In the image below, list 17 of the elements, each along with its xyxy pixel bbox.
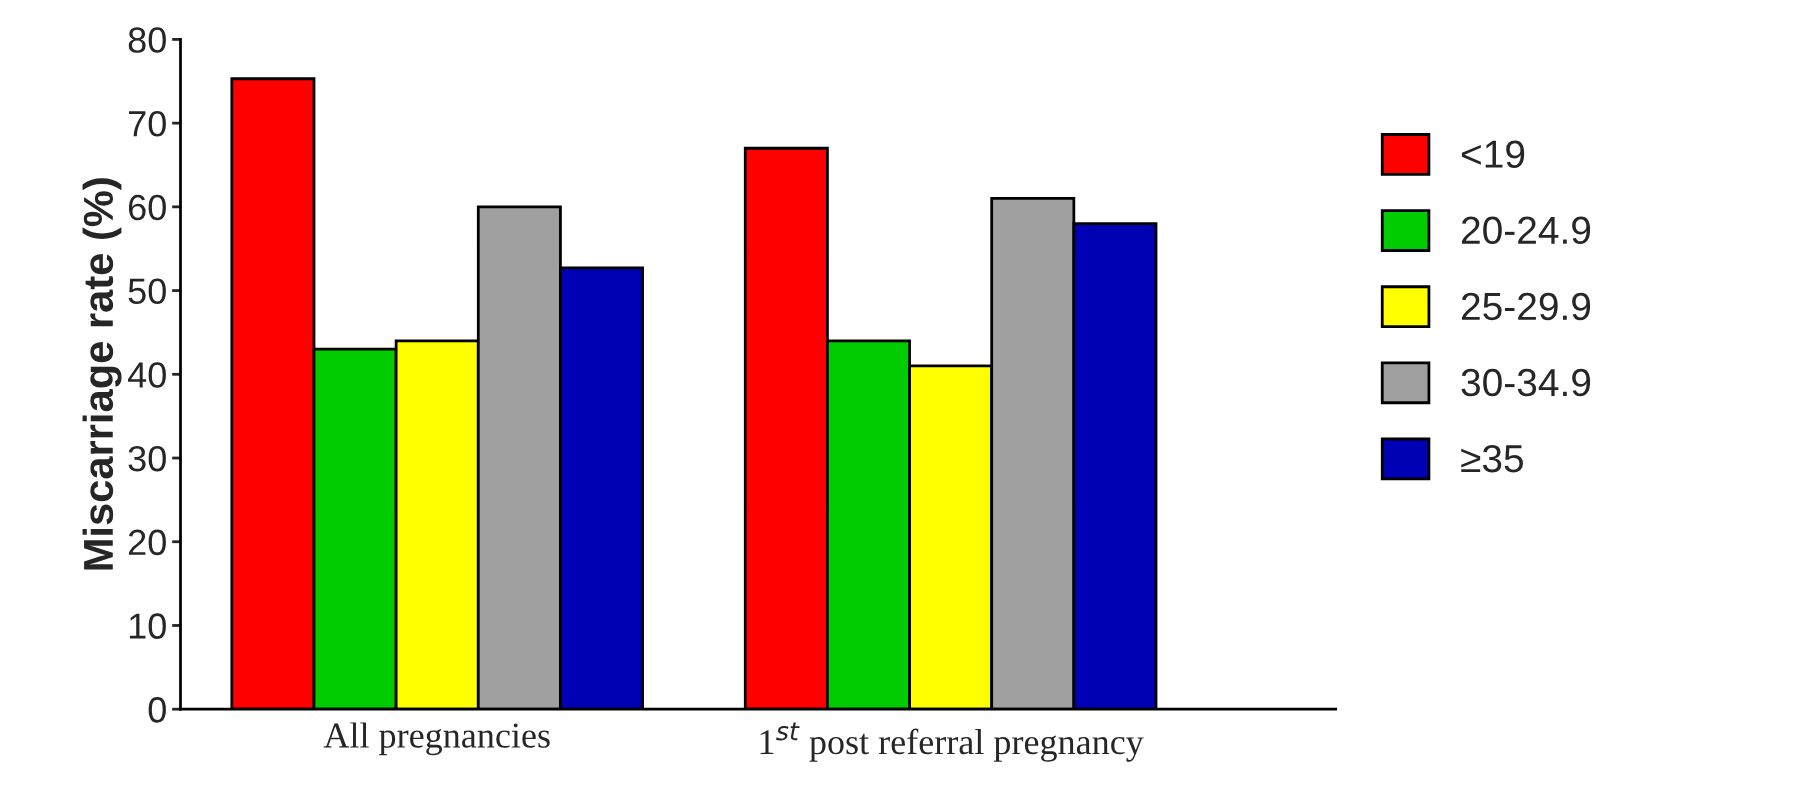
y-tick-label: 0 — [148, 697, 166, 723]
legend-label: 25-29.9 — [1461, 292, 1591, 321]
y-tick-label: 80 — [128, 27, 166, 53]
y-tick-label: 10 — [129, 613, 166, 639]
x-tick-label: All pregnancies — [323, 722, 550, 756]
y-tick-label: 40 — [127, 362, 166, 388]
y-tick-label: 20 — [128, 529, 166, 556]
legend-label: 30-34.9 — [1461, 368, 1591, 397]
x-tick-label: 1$^{st}$ post referral pregnancy — [760, 722, 1144, 762]
legend-label: <19 — [1461, 140, 1525, 168]
y-tick-label: 70 — [128, 110, 166, 137]
y-tick-label: 60 — [128, 194, 166, 221]
y-tick-label: 30 — [128, 445, 166, 472]
y-tick-label: 50 — [128, 278, 166, 305]
legend-label: ≥35 — [1461, 444, 1523, 473]
y-axis-title: Miscarriage rate (%) — [82, 178, 122, 570]
legend-label: 20-24.9 — [1461, 216, 1591, 245]
